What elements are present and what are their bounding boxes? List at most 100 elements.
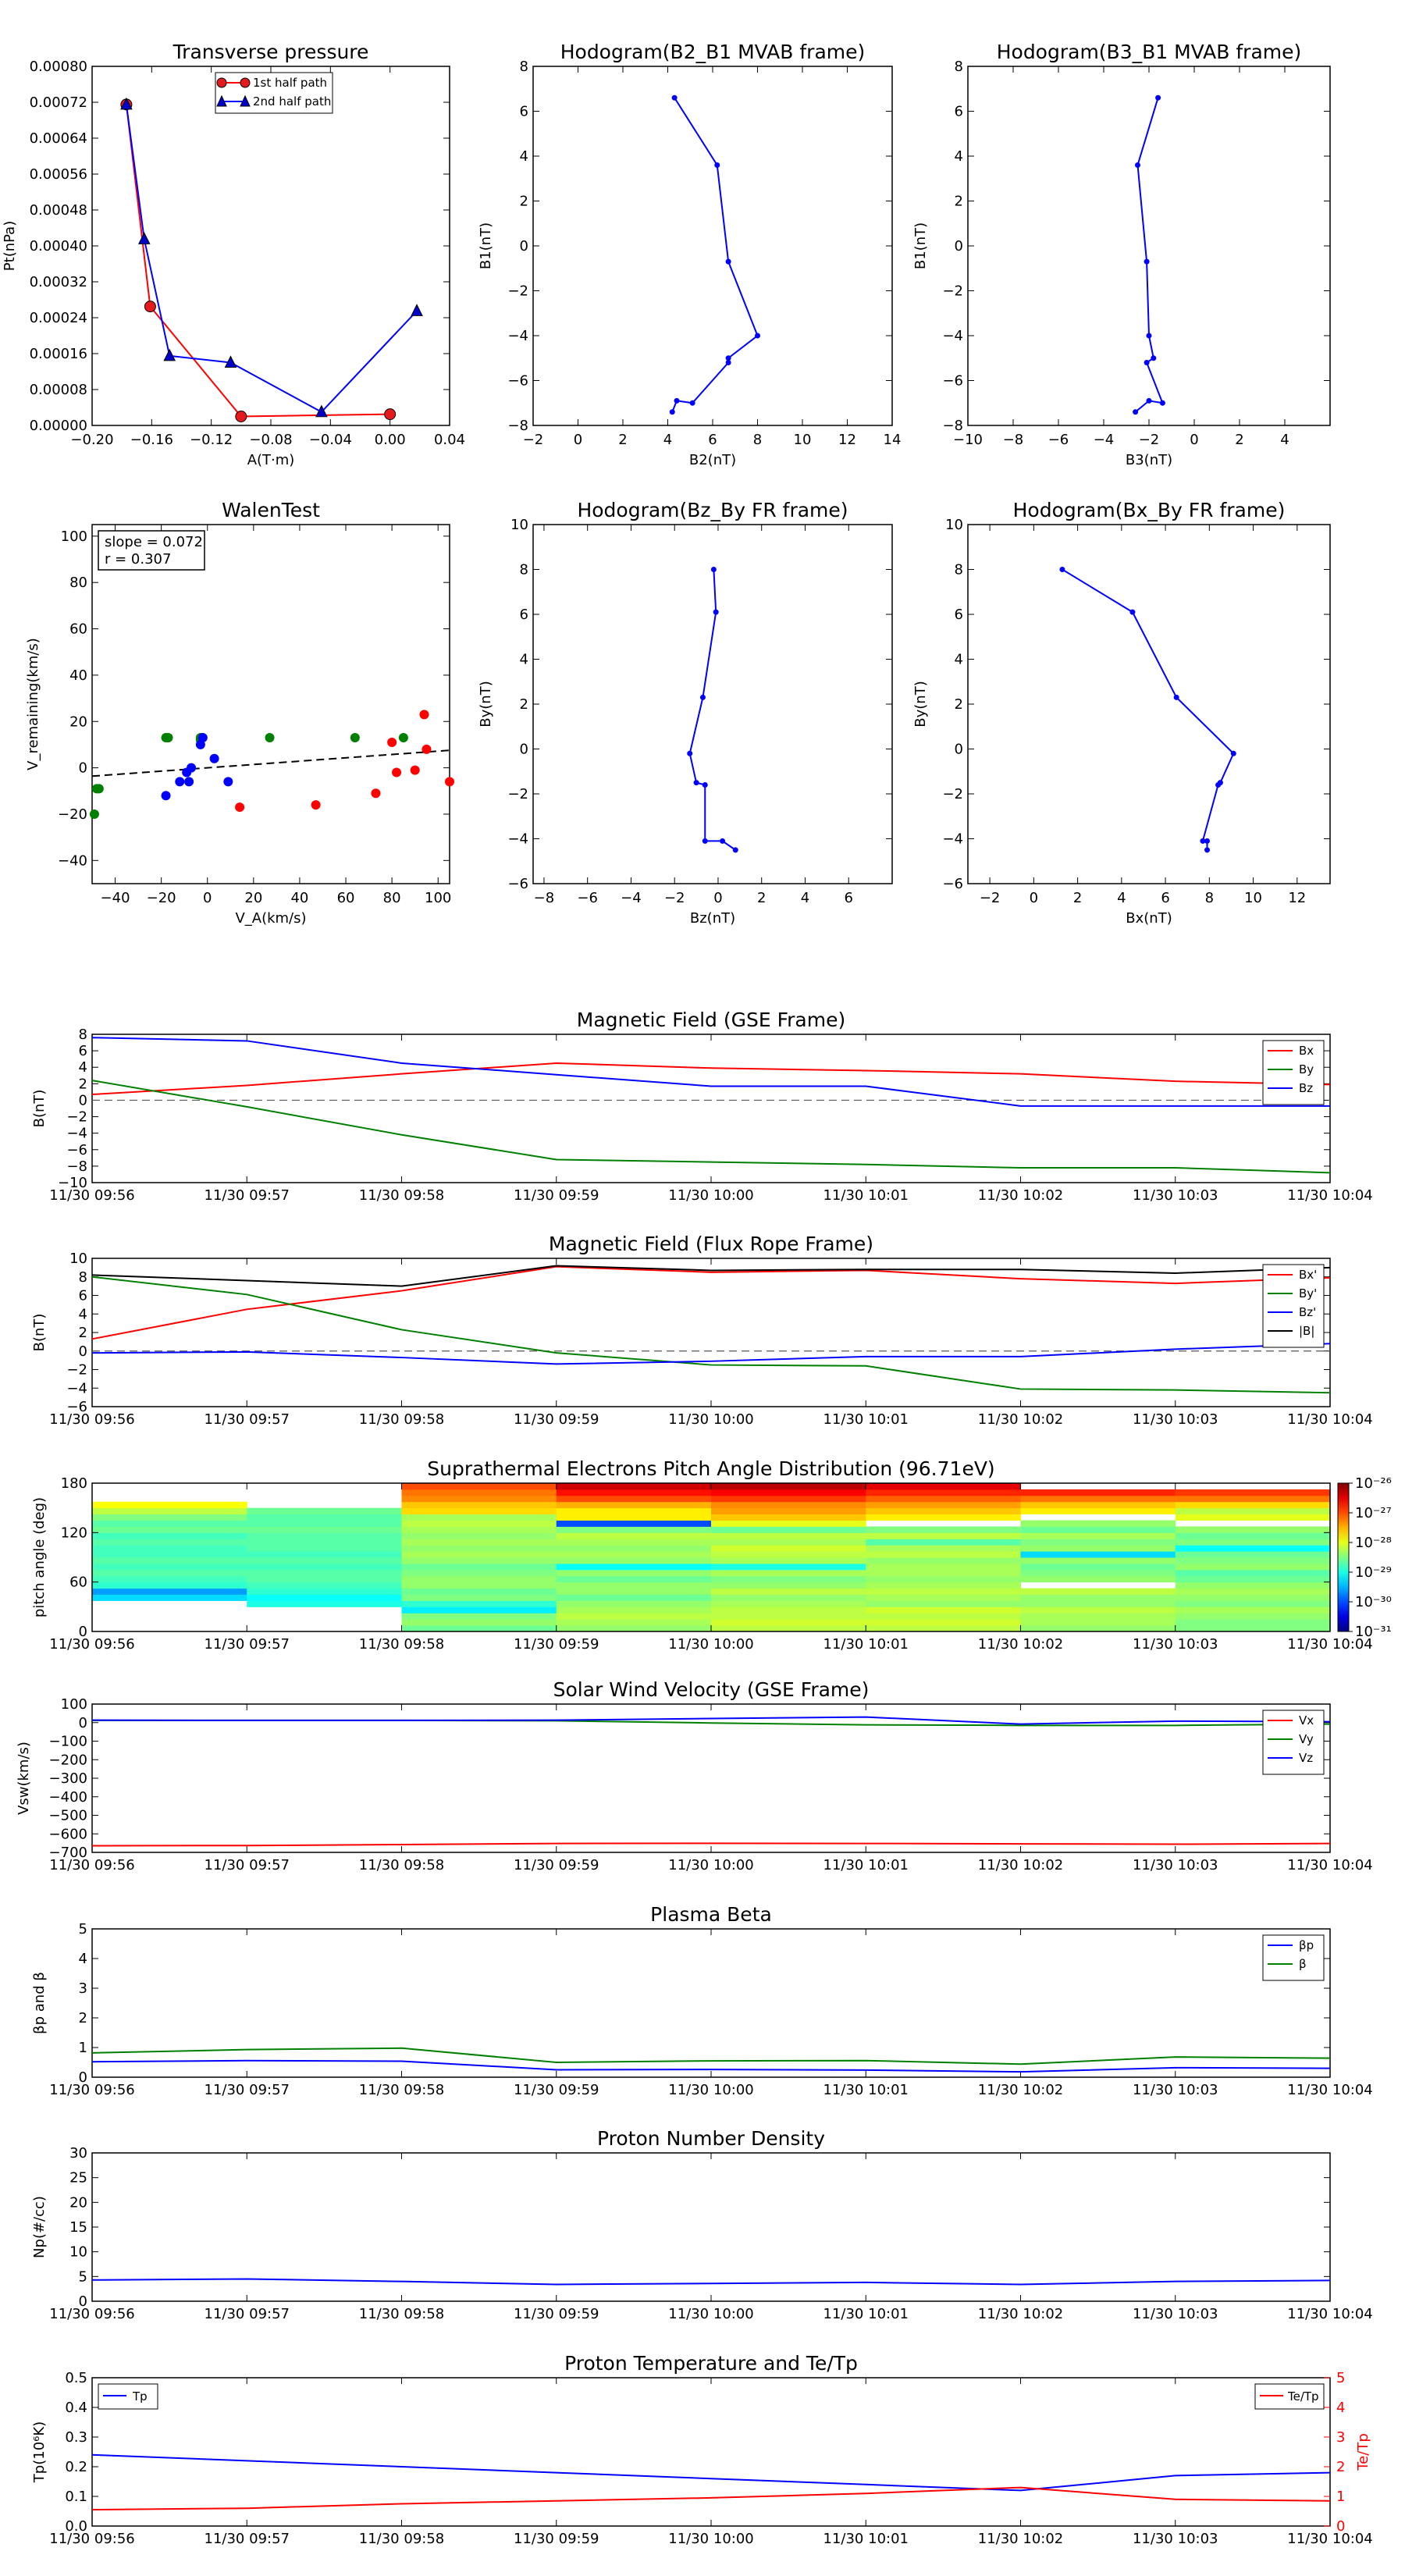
data-point bbox=[1204, 838, 1211, 844]
colorbar-label: 10⁻²⁶ bbox=[1355, 1475, 1392, 1492]
heatmap-cell bbox=[866, 1539, 1021, 1546]
series-line bbox=[671, 97, 759, 413]
heatmap-cell bbox=[866, 1526, 1021, 1533]
heatmap-cell bbox=[247, 1507, 402, 1515]
legend: Vx Vy Vz bbox=[1262, 1710, 1325, 1775]
x-tick-label: 11/30 10:02 bbox=[978, 2082, 1063, 2098]
x-tick-label: 11/30 09:59 bbox=[514, 1187, 599, 1204]
legend-marker bbox=[240, 94, 251, 107]
x-tick-label: 6 bbox=[1161, 890, 1169, 906]
y-tick-label: 0.1 bbox=[65, 2489, 87, 2505]
y-tick-label: 10 bbox=[69, 2244, 87, 2261]
heatmap-cell bbox=[866, 1625, 1021, 1632]
chart-tp: Transverse pressure 0.00000 0.00008 0.00016… bbox=[2, 41, 465, 468]
x-tick-label: 2 bbox=[1073, 890, 1082, 906]
data-point bbox=[371, 788, 381, 799]
series-line bbox=[91, 2059, 1331, 2073]
series-line bbox=[91, 1343, 1331, 1365]
x-tick-label: 11/30 10:00 bbox=[668, 1857, 753, 1873]
y-tick-label: 0.00032 bbox=[30, 274, 87, 290]
data-point bbox=[710, 567, 717, 572]
heatmap-cell bbox=[866, 1606, 1021, 1614]
colorbar-label: 10⁻²⁷ bbox=[1355, 1505, 1392, 1521]
y-tick-label: 0 bbox=[79, 2293, 87, 2310]
x-tick-label: 11/30 10:00 bbox=[668, 2306, 753, 2322]
data-point bbox=[699, 694, 706, 700]
heatmap-cell bbox=[92, 1514, 247, 1521]
heatmap-cell bbox=[401, 1501, 557, 1509]
heatmap-cell bbox=[866, 1551, 1021, 1558]
y-tick-label: 0.00064 bbox=[30, 130, 87, 147]
heatmap-cell bbox=[711, 1575, 866, 1583]
heatmap-cell bbox=[1020, 1600, 1176, 1607]
heatmap-cell bbox=[401, 1594, 557, 1601]
chart-title: Hodogram(Bz_By FR frame) bbox=[577, 499, 848, 521]
y-tick-label: −6 bbox=[66, 1142, 87, 1158]
x-tick-label: 11/30 09:57 bbox=[205, 2531, 290, 2547]
chart-title: WalenTest bbox=[222, 499, 320, 521]
data-point bbox=[235, 411, 247, 422]
y-tick-label: 0 bbox=[79, 2069, 87, 2086]
x-tick-label: 11/30 09:56 bbox=[49, 2082, 134, 2098]
series-line bbox=[91, 1265, 1331, 1287]
plot-frame bbox=[91, 524, 450, 884]
x-tick-label: 4 bbox=[1117, 890, 1126, 906]
x-tick-label: 0.00 bbox=[375, 432, 406, 448]
heatmap-cell bbox=[1020, 1569, 1176, 1577]
x-tick-label: 11/30 10:01 bbox=[823, 1411, 909, 1428]
legend: Bx' By' Bz' |B| bbox=[1262, 1264, 1325, 1348]
x-tick-label: 11/30 09:56 bbox=[49, 1411, 134, 1428]
y-tick-label: 30 bbox=[69, 2145, 87, 2161]
heatmap-cell bbox=[866, 1501, 1021, 1509]
y-tick-label: 100 bbox=[61, 1696, 87, 1713]
chart-title: Proton Temperature and Te/Tp bbox=[564, 2352, 858, 2375]
legend: 1st half path 2nd half path bbox=[215, 72, 333, 114]
legend-marker bbox=[216, 77, 227, 88]
x-tick-label: 80 bbox=[383, 890, 401, 906]
heatmap-cell bbox=[711, 1582, 866, 1589]
heatmap-cell bbox=[556, 1600, 712, 1607]
heatmap-cell bbox=[92, 1588, 247, 1595]
chart-mag_gse: Magnetic Field (GSE Frame) −10−8−6−4−2024… bbox=[31, 1009, 1373, 1204]
y-axis-label: Vsw(km/s) bbox=[16, 1742, 32, 1815]
heatmap-cell bbox=[556, 1489, 712, 1496]
plot-frame bbox=[967, 524, 1331, 884]
legend-label: Bx' bbox=[1299, 1268, 1317, 1282]
y-axis-label: By(nT) bbox=[912, 681, 929, 727]
y-tick-label: 0 bbox=[520, 238, 528, 254]
x-tick-label: −40 bbox=[101, 890, 130, 906]
x-tick-label: 11/30 10:02 bbox=[978, 1187, 1063, 1204]
heatmap-cell bbox=[247, 1545, 402, 1552]
y-tick-label: −4 bbox=[942, 328, 963, 344]
y-tick-label: 0.00000 bbox=[30, 418, 87, 434]
x-tick-label: 11/30 10:04 bbox=[1287, 2306, 1372, 2322]
heatmap-cell bbox=[1175, 1588, 1331, 1595]
x-tick-label: 60 bbox=[337, 890, 355, 906]
x-tick-label: −0.04 bbox=[309, 432, 352, 448]
y-tick-label: 4 bbox=[79, 1951, 87, 1967]
x-tick-label: 11/30 10:03 bbox=[1133, 1636, 1218, 1653]
x-tick-label: 11/30 10:01 bbox=[823, 1636, 909, 1653]
plot-frame bbox=[532, 66, 893, 426]
chart-pad: Suprathermal Electrons Pitch Angle Distr… bbox=[31, 1457, 1392, 1653]
y-tick-label: 0.00056 bbox=[30, 166, 87, 183]
heatmap-cell bbox=[1175, 1501, 1331, 1509]
data-point bbox=[445, 777, 454, 787]
heatmap-cell bbox=[1175, 1514, 1331, 1521]
heatmap-cell bbox=[247, 1526, 402, 1533]
legend-label: Bz' bbox=[1299, 1305, 1316, 1319]
data-point bbox=[725, 258, 731, 265]
legend-label: Te/Tp bbox=[1287, 2389, 1319, 2403]
y-tick-label: 0.00072 bbox=[30, 94, 87, 111]
legend-label: |B| bbox=[1299, 1324, 1314, 1338]
heatmap-cell bbox=[401, 1588, 557, 1595]
data-point bbox=[94, 784, 104, 794]
heatmap-cell bbox=[1175, 1489, 1331, 1496]
x-tick-label: −20 bbox=[147, 890, 176, 906]
legend: Bx By Bz bbox=[1262, 1040, 1325, 1105]
x-tick-label: 11/30 10:01 bbox=[823, 1187, 909, 1204]
data-point bbox=[669, 409, 675, 415]
heatmap-cell bbox=[401, 1557, 557, 1564]
data-point bbox=[1146, 397, 1152, 404]
heatmap-cell bbox=[556, 1526, 712, 1533]
